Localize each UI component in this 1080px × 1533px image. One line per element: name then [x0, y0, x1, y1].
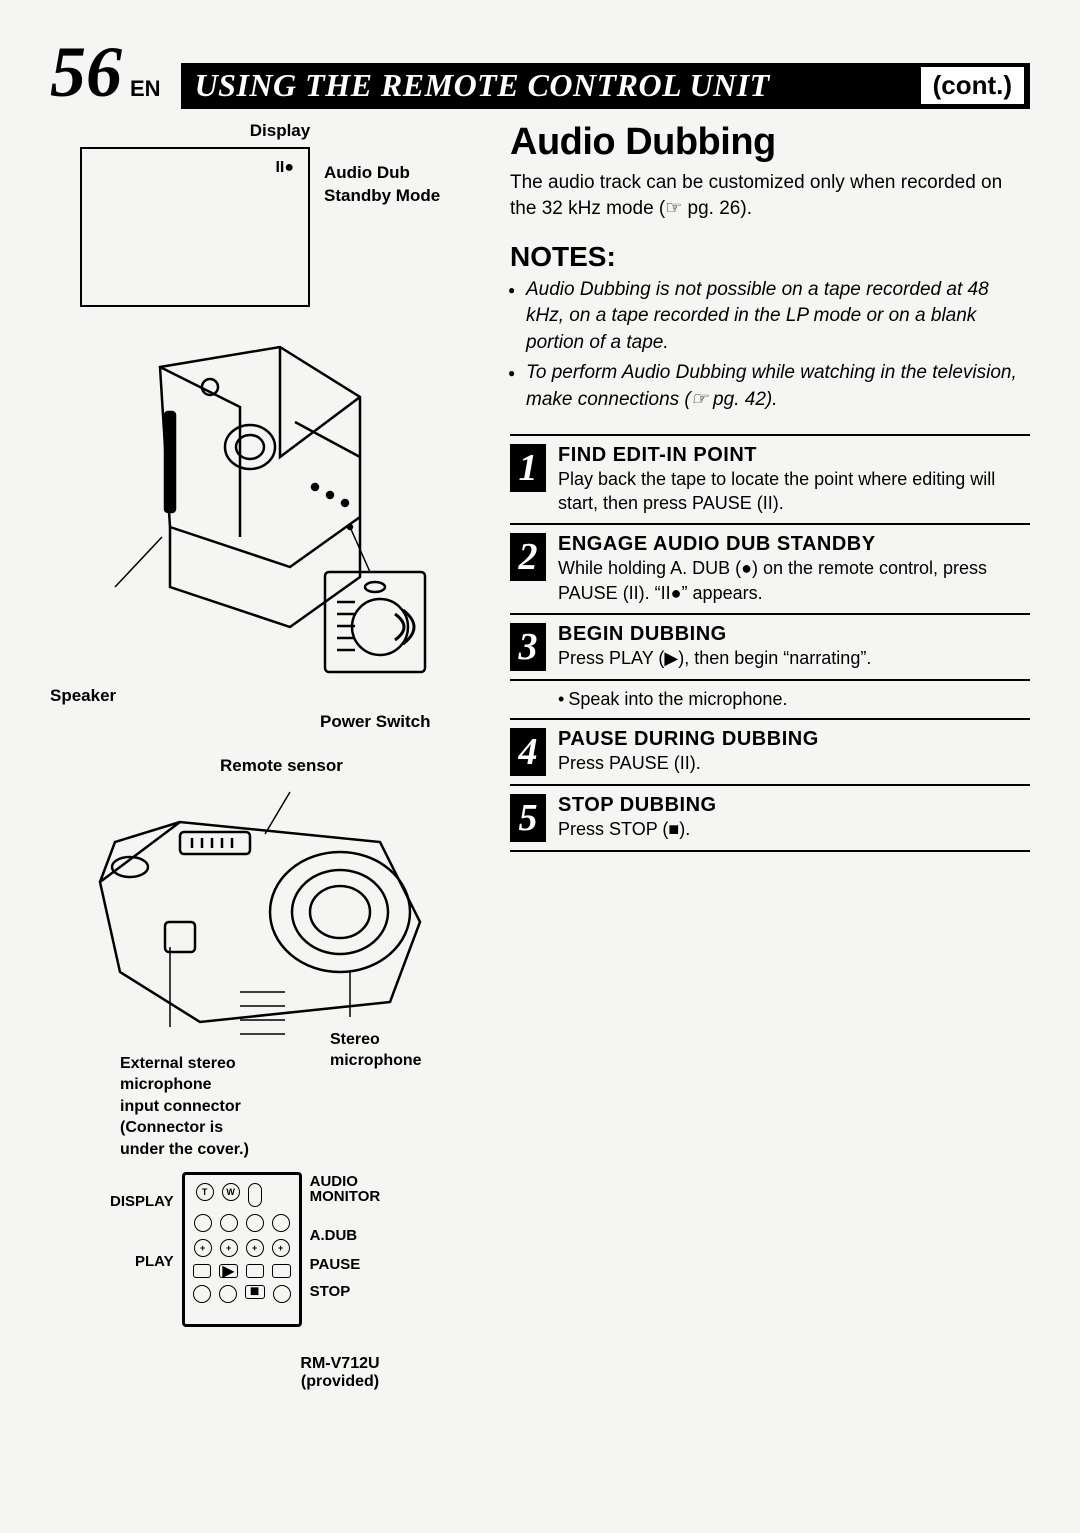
step-title: FIND EDIT-IN POINT — [558, 444, 1030, 467]
display-label: Display — [80, 121, 480, 141]
step-title: ENGAGE AUDIO DUB STANDBY — [558, 533, 1030, 556]
remote-btn — [248, 1183, 262, 1207]
camcorder-rear-figure — [110, 337, 480, 682]
remote-btn: ▶ — [219, 1264, 238, 1278]
remote-device: T W + + + + — [182, 1172, 302, 1327]
remote-btn — [246, 1264, 265, 1278]
remote-play-label: PLAY — [110, 1254, 174, 1269]
left-column: Display II● Audio Dub Standby Mode — [50, 121, 480, 1392]
remote-btn: T — [196, 1183, 214, 1201]
dub-mode-icon: II● — [275, 159, 294, 177]
ext-l3: input connector — [120, 1096, 290, 1118]
remote-figure: DISPLAY PLAY T W + — [110, 1172, 480, 1327]
step-1: 1 FIND EDIT-IN POINT Play back the tape … — [510, 436, 1030, 526]
step-text: Press PAUSE (II). — [558, 751, 1030, 775]
caption-line1: Audio Dub — [324, 161, 440, 185]
model-l2: (provided) — [200, 1373, 480, 1391]
step-text: Play back the tape to locate the point w… — [558, 467, 1030, 516]
remote-btn: ■ — [245, 1285, 265, 1299]
title-bar: USING THE REMOTE CONTROL UNIT (cont.) — [181, 63, 1030, 109]
step-4: 4 PAUSE DURING DUBBING Press PAUSE (II). — [510, 720, 1030, 786]
speaker-label: Speaker — [50, 686, 480, 706]
remote-btn — [193, 1264, 212, 1278]
step-number: 1 — [510, 444, 546, 492]
step-text: Press PLAY (▶), then begin “narrating”. — [558, 646, 1030, 670]
stereo-l1: Stereo — [330, 1029, 422, 1051]
page-header: 56 EN USING THE REMOTE CONTROL UNIT (con… — [50, 40, 1030, 109]
remote-btn — [193, 1285, 211, 1303]
remote-pause-label: PAUSE — [310, 1257, 381, 1272]
ext-l2: microphone — [120, 1074, 290, 1096]
remote-btn: W — [222, 1183, 240, 1201]
notes-list: Audio Dubbing is not possible on a tape … — [510, 277, 1030, 414]
section-title: Audio Dubbing — [510, 121, 1030, 164]
power-switch-label: Power Switch — [320, 712, 480, 732]
note-item: To perform Audio Dubbing while watching … — [526, 360, 1030, 413]
display-caption: Audio Dub Standby Mode — [324, 161, 440, 307]
remote-btn — [272, 1214, 290, 1232]
remote-sensor-label: Remote sensor — [220, 756, 480, 776]
ext-l5: under the cover.) — [120, 1139, 290, 1161]
camcorder-front-figure — [70, 782, 480, 1047]
lang-code: EN — [130, 76, 161, 102]
intro-text: The audio track can be customized only w… — [510, 170, 1030, 223]
step-number: 3 — [510, 623, 546, 671]
remote-btn — [246, 1214, 264, 1232]
remote-stop-label: STOP — [310, 1284, 381, 1299]
remote-btn: + — [246, 1239, 264, 1257]
page-number: 56 — [50, 40, 122, 105]
step-text: While holding A. DUB (●) on the remote c… — [558, 556, 1030, 605]
right-column: Audio Dubbing The audio track can be cus… — [510, 121, 1030, 1392]
remote-adub-label: A.DUB — [310, 1228, 381, 1243]
audio-monitor-l2: MONITOR — [310, 1189, 381, 1204]
step-5: 5 STOP DUBBING Press STOP (■). — [510, 786, 1030, 852]
step-3: 3 BEGIN DUBBING Press PLAY (▶), then beg… — [510, 615, 1030, 681]
caption-line2: Standby Mode — [324, 184, 440, 208]
step-title: PAUSE DURING DUBBING — [558, 728, 1030, 751]
title-cont: (cont.) — [921, 67, 1024, 104]
remote-btn — [194, 1214, 212, 1232]
step-3-sub: Speak into the microphone. — [510, 681, 1030, 720]
ext-l4: (Connector is — [120, 1117, 290, 1139]
remote-btn: + — [220, 1239, 238, 1257]
title-main: USING THE REMOTE CONTROL UNIT — [195, 67, 915, 104]
remote-btn: + — [194, 1239, 212, 1257]
display-box: II● — [80, 147, 310, 307]
ext-l1: External stereo — [120, 1053, 290, 1075]
remote-btn: + — [272, 1239, 290, 1257]
notes-heading: NOTES: — [510, 241, 1030, 273]
note-item: Audio Dubbing is not possible on a tape … — [526, 277, 1030, 357]
remote-btn — [219, 1285, 237, 1303]
remote-btn — [273, 1285, 291, 1303]
steps-list: 1 FIND EDIT-IN POINT Play back the tape … — [510, 434, 1030, 852]
step-number: 4 — [510, 728, 546, 776]
step-number: 2 — [510, 533, 546, 581]
external-mic-label: External stereo microphone input connect… — [120, 1053, 290, 1161]
step-2: 2 ENGAGE AUDIO DUB STANDBY While holding… — [510, 525, 1030, 615]
remote-display-label: DISPLAY — [110, 1194, 174, 1209]
audio-monitor-l1: AUDIO — [310, 1174, 381, 1189]
remote-model: RM-V712U (provided) — [200, 1355, 480, 1391]
step-title: BEGIN DUBBING — [558, 623, 1030, 646]
step-number: 5 — [510, 794, 546, 842]
remote-btn — [220, 1214, 238, 1232]
stereo-l2: microphone — [330, 1050, 422, 1072]
step-text: Press STOP (■). — [558, 817, 1030, 841]
remote-btn — [272, 1264, 291, 1278]
model-l1: RM-V712U — [200, 1355, 480, 1373]
step-title: STOP DUBBING — [558, 794, 1030, 817]
stereo-mic-label: Stereo microphone — [330, 1029, 422, 1161]
